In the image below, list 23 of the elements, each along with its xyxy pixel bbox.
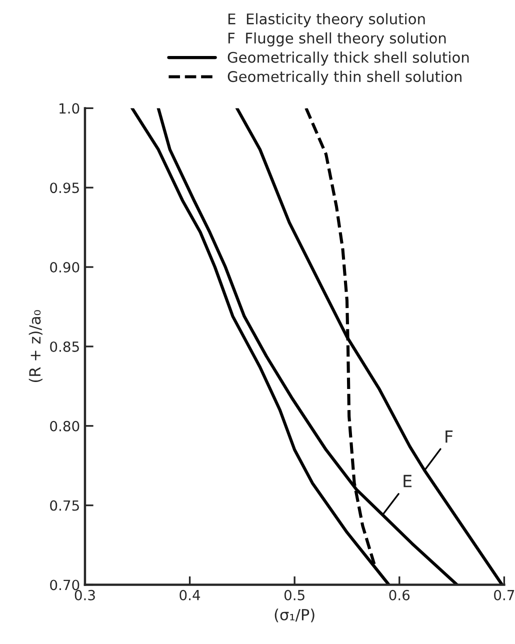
x-tick-label: 0.5 (284, 590, 304, 600)
legend-label: Geometrically thick shell solution (228, 52, 469, 66)
x-tick-label: 0.6 (389, 590, 410, 600)
text: E Elasticity theory solution (228, 13, 425, 28)
y-tick-label: 0.85 (50, 341, 79, 352)
line-series (156, 108, 459, 585)
annotation: E (404, 474, 412, 488)
line-series (130, 108, 390, 585)
text: F Flugge shell theory solution (228, 32, 446, 46)
y-tick-label: 0.90 (50, 262, 80, 273)
y-tick-label: 0.95 (50, 182, 79, 194)
y-tick-label: 0.80 (50, 420, 80, 432)
annotation: F (446, 430, 453, 443)
legend-label: Geometrically thin shell solution (228, 70, 462, 85)
x-tick-label: 0.4 (180, 590, 200, 600)
x-axis-title: (σ₁/P) (274, 608, 314, 622)
x-tick-label: 0.3 (74, 590, 95, 600)
x-tick-label: 0.7 (494, 590, 514, 600)
y-tick-label: 0.75 (50, 500, 79, 511)
y-tick-label: 0.70 (50, 580, 80, 590)
y-tick-label: 1.0 (60, 103, 80, 114)
line-series (235, 108, 504, 585)
y-axis-title: (R + z)/a₀ (28, 310, 42, 382)
